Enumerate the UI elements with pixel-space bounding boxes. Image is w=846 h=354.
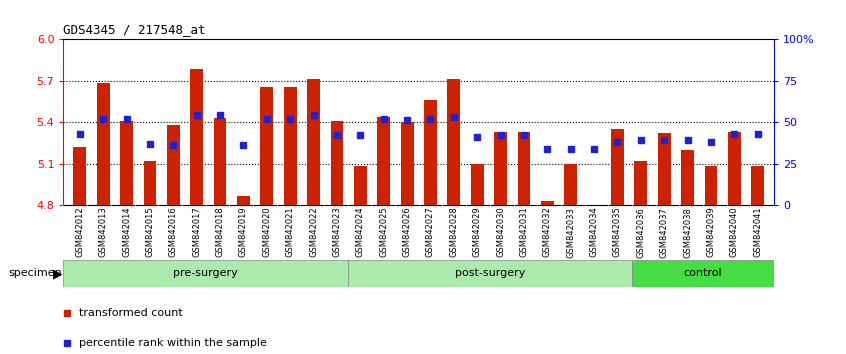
Bar: [307, 79, 320, 205]
Bar: [237, 196, 250, 205]
Text: specimen: specimen: [8, 268, 63, 279]
Bar: [681, 150, 694, 205]
Bar: [611, 129, 624, 205]
Bar: [632, 260, 774, 287]
Text: post-surgery: post-surgery: [454, 268, 525, 279]
Bar: [751, 166, 764, 205]
Bar: [470, 164, 484, 205]
Bar: [494, 132, 507, 205]
Bar: [120, 121, 133, 205]
Bar: [167, 125, 179, 205]
Bar: [705, 166, 717, 205]
Bar: [564, 164, 577, 205]
Bar: [190, 69, 203, 205]
Text: percentile rank within the sample: percentile rank within the sample: [79, 338, 267, 348]
Bar: [658, 133, 671, 205]
Bar: [96, 83, 110, 205]
Text: control: control: [684, 268, 722, 279]
Bar: [541, 201, 554, 205]
Text: transformed count: transformed count: [79, 308, 183, 318]
Bar: [424, 100, 437, 205]
Bar: [354, 166, 367, 205]
Bar: [448, 79, 460, 205]
Bar: [728, 132, 741, 205]
Bar: [144, 161, 157, 205]
Text: ▶: ▶: [53, 267, 63, 280]
Bar: [377, 116, 390, 205]
Bar: [63, 260, 348, 287]
Text: GDS4345 / 217548_at: GDS4345 / 217548_at: [63, 23, 206, 36]
Bar: [348, 260, 632, 287]
Bar: [283, 87, 297, 205]
Text: pre-surgery: pre-surgery: [173, 268, 238, 279]
Bar: [331, 121, 343, 205]
Bar: [261, 87, 273, 205]
Bar: [634, 161, 647, 205]
Bar: [74, 147, 86, 205]
Bar: [214, 118, 227, 205]
Bar: [518, 132, 530, 205]
Bar: [401, 122, 414, 205]
